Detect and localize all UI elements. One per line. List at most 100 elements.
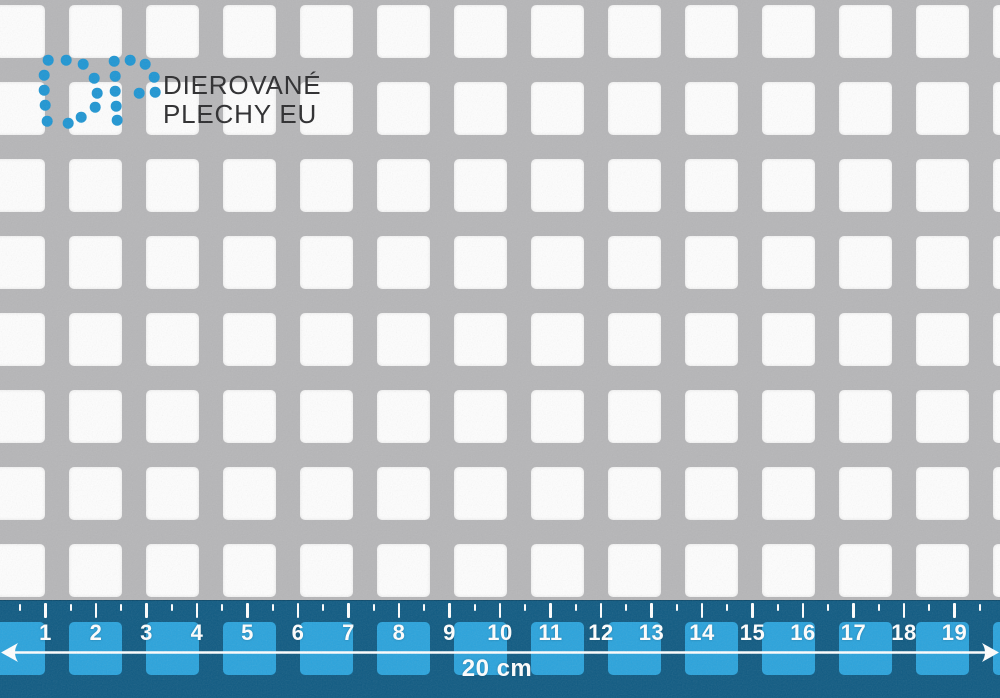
hole — [146, 159, 199, 212]
double-headed-arrow-icon — [1, 643, 999, 662]
hole — [300, 313, 353, 366]
hole — [916, 313, 969, 366]
hole — [454, 390, 507, 443]
hole — [993, 390, 1000, 443]
hole — [146, 467, 199, 520]
hole — [916, 544, 969, 597]
hole — [762, 467, 815, 520]
hole — [608, 544, 661, 597]
hole — [531, 236, 584, 289]
logo-dot — [41, 115, 53, 127]
hole — [685, 5, 738, 58]
hole — [146, 390, 199, 443]
logo-dot — [91, 87, 103, 99]
hole — [839, 5, 892, 58]
hole — [993, 82, 1000, 135]
hole — [531, 159, 584, 212]
hole — [993, 236, 1000, 289]
hole — [454, 236, 507, 289]
logo-dot — [109, 85, 121, 97]
hole — [762, 544, 815, 597]
hole — [993, 313, 1000, 366]
hole — [300, 390, 353, 443]
hole — [993, 544, 1000, 597]
hole — [839, 467, 892, 520]
hole — [223, 544, 276, 597]
hole — [608, 467, 661, 520]
logo-line1: DIEROVANÉ — [163, 70, 322, 100]
hole — [69, 313, 122, 366]
logo-dot — [88, 72, 100, 84]
hole — [762, 236, 815, 289]
hole — [762, 390, 815, 443]
ruler-length-label: 20 cm — [461, 655, 533, 682]
hole — [762, 159, 815, 212]
logo-dot — [77, 58, 89, 70]
hole — [839, 544, 892, 597]
hole — [608, 313, 661, 366]
hole — [0, 390, 45, 443]
hole — [916, 467, 969, 520]
hole — [762, 313, 815, 366]
logo-wordmark: DIEROVANÉ PLECHY EU — [163, 71, 321, 129]
hole — [916, 82, 969, 135]
dp-logo: DIEROVANÉ PLECHY EU — [0, 0, 400, 160]
logo-dot — [62, 117, 74, 129]
logo-dot — [148, 71, 160, 83]
hole — [300, 236, 353, 289]
hole — [377, 544, 430, 597]
hole — [685, 82, 738, 135]
hole — [146, 236, 199, 289]
hole — [454, 313, 507, 366]
hole — [993, 5, 1000, 58]
hole — [839, 159, 892, 212]
logo-dot — [39, 99, 51, 111]
hole — [916, 159, 969, 212]
hole — [146, 313, 199, 366]
hole — [0, 159, 45, 212]
logo-line2: PLECHY EU — [163, 99, 318, 129]
hole — [839, 390, 892, 443]
logo-dot — [110, 100, 122, 112]
hole — [300, 467, 353, 520]
hole — [69, 159, 122, 212]
hole — [993, 159, 1000, 212]
hole — [454, 544, 507, 597]
hole — [0, 236, 45, 289]
hole — [839, 82, 892, 135]
hole — [454, 82, 507, 135]
hole — [531, 390, 584, 443]
logo-dot — [149, 86, 161, 98]
logo-dot — [75, 111, 87, 123]
hole — [69, 467, 122, 520]
hole — [993, 467, 1000, 520]
hole — [300, 544, 353, 597]
hole — [685, 390, 738, 443]
hole — [377, 313, 430, 366]
hole — [608, 5, 661, 58]
hole — [223, 236, 276, 289]
hole — [223, 313, 276, 366]
hole — [762, 82, 815, 135]
hole — [454, 5, 507, 58]
hole — [685, 236, 738, 289]
hole — [454, 467, 507, 520]
hole — [608, 236, 661, 289]
hole — [377, 390, 430, 443]
hole — [762, 5, 815, 58]
logo-dot — [38, 84, 50, 96]
hole — [916, 236, 969, 289]
hole — [300, 159, 353, 212]
hole — [685, 467, 738, 520]
logo-dot — [111, 114, 123, 126]
hole — [685, 159, 738, 212]
hole — [531, 313, 584, 366]
hole — [0, 313, 45, 366]
logo-dot — [89, 101, 101, 113]
hole — [916, 390, 969, 443]
logo-dot — [139, 58, 151, 70]
hole — [608, 390, 661, 443]
hole — [69, 390, 122, 443]
hole — [916, 5, 969, 58]
